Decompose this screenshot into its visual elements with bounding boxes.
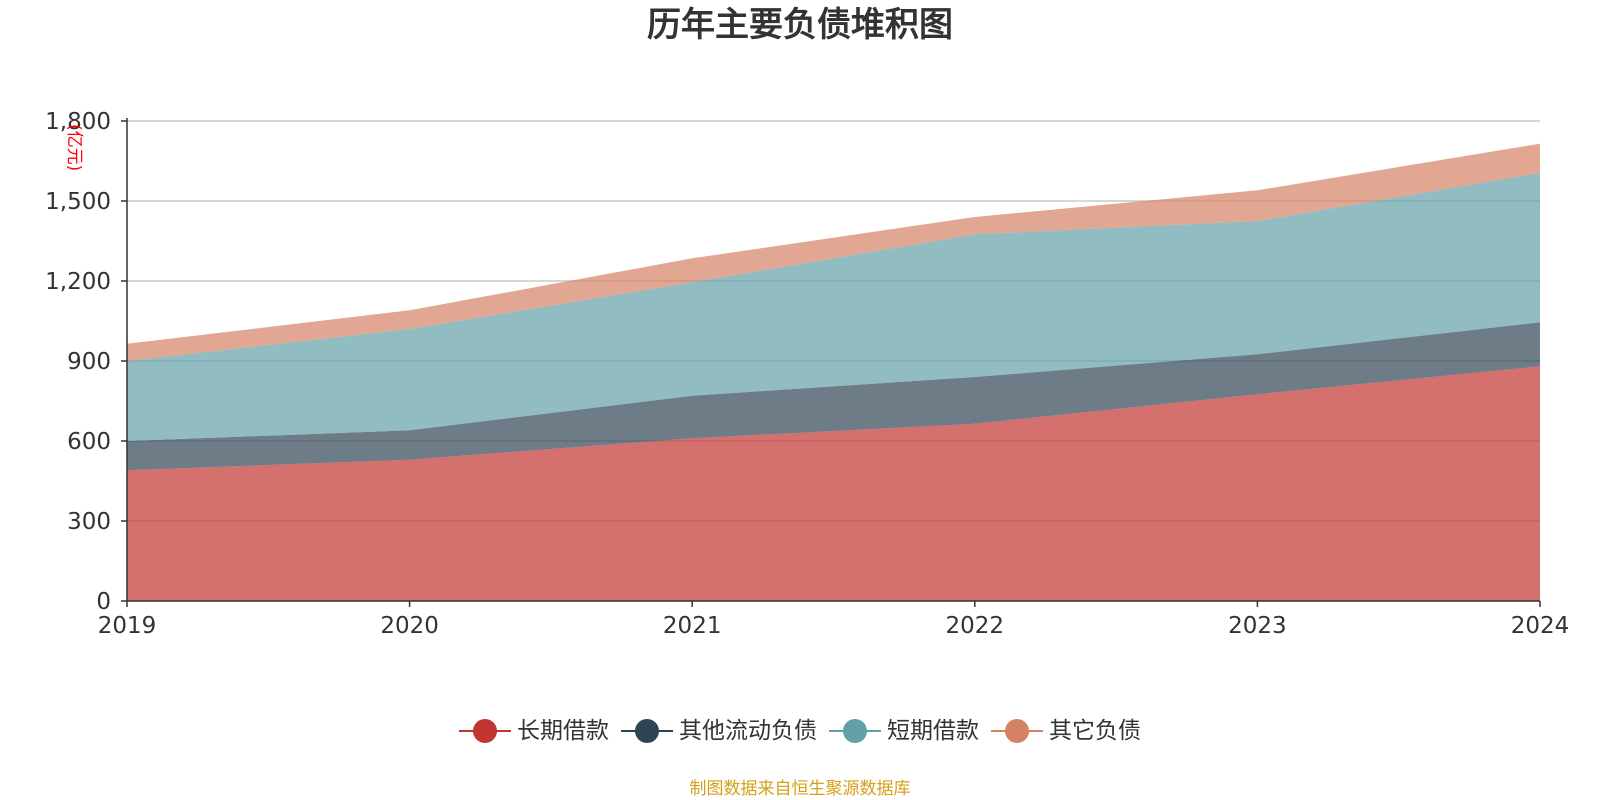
legend-dot (1005, 719, 1029, 743)
legend-label: 短期借款 (887, 718, 979, 744)
y-tick-label: 900 (67, 349, 111, 375)
legend: 长期借款 其他流动负债 短期借款 其它负债 (0, 716, 1600, 746)
x-tick-label: 2024 (1511, 613, 1570, 639)
area-series-2 (127, 173, 1540, 441)
y-tick-label: 300 (67, 509, 111, 535)
legend-dot (635, 719, 659, 743)
y-tick-label: 600 (67, 429, 111, 455)
y-tick-label: 1,200 (45, 269, 111, 295)
source-note: 制图数据来自恒生聚源数据库 (689, 779, 911, 799)
legend-label: 其他流动负债 (679, 718, 817, 744)
legend-marker-icon (829, 717, 881, 745)
legend-marker-icon (991, 717, 1043, 745)
x-tick-label: 2021 (663, 613, 722, 639)
legend-item-other-liabilities[interactable]: 其它负债 (991, 716, 1141, 746)
legend-dot (843, 719, 867, 743)
legend-label: 长期借款 (517, 718, 609, 744)
x-tick-label: 2023 (1228, 613, 1287, 639)
legend-item-other-current-liabilities[interactable]: 其他流动负债 (621, 716, 817, 746)
legend-item-short-term-loans[interactable]: 短期借款 (829, 716, 979, 746)
legend-item-long-term-loans[interactable]: 长期借款 (459, 716, 609, 746)
x-tick-label: 2019 (98, 613, 157, 639)
area-series-3 (127, 143, 1540, 361)
axis-layer: 0 300 600 900 1,200 1,500 1,800 2019 2020 2021 202… (45, 109, 1569, 639)
x-tick-label: 2020 (380, 613, 439, 639)
chart-title: 历年主要负债堆积图 (647, 5, 953, 45)
legend-marker-icon (459, 717, 511, 745)
legend-marker-icon (621, 717, 673, 745)
area-series-0 (127, 366, 1540, 601)
legend-label: 其它负债 (1049, 718, 1141, 744)
y-tick-label: 1,800 (45, 109, 111, 135)
area-layer (127, 143, 1540, 601)
x-tick-label: 2022 (946, 613, 1005, 639)
area-series-1 (127, 322, 1540, 471)
y-tick-label: 1,500 (45, 189, 111, 215)
y-axis-unit-label: (亿元) (64, 124, 84, 172)
legend-dot (473, 719, 497, 743)
y-tick-label: 0 (96, 589, 111, 615)
